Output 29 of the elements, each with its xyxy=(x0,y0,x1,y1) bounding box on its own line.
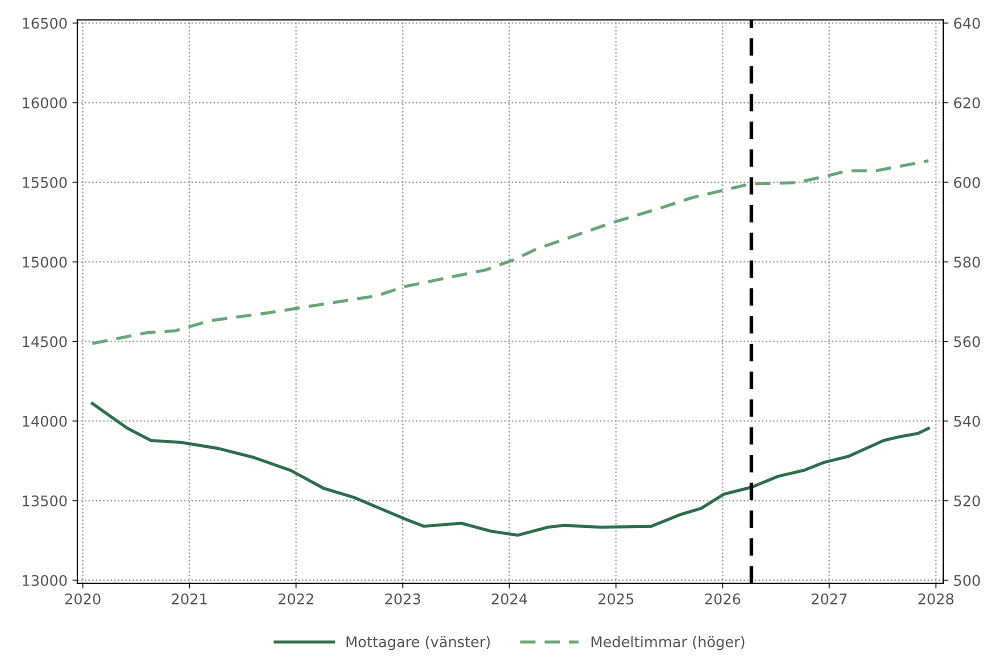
x-tick-label: 2026 xyxy=(705,593,740,604)
x-tick-label: 2021 xyxy=(172,593,207,604)
legend-label: Mottagare (vänster) xyxy=(346,636,490,650)
y2-tick-label: 540 xyxy=(954,416,980,427)
y2-tick-label: 520 xyxy=(954,495,980,506)
x-tick-label: 2028 xyxy=(918,593,954,604)
y2-tick-label: 620 xyxy=(954,97,980,108)
x-tick-label: 2020 xyxy=(65,593,100,604)
y-tick-label: 16000 xyxy=(22,97,67,108)
y-tick-label: 15000 xyxy=(22,256,67,268)
x-tick-label: 2027 xyxy=(812,593,847,604)
y-tick-label: 13000 xyxy=(22,574,67,586)
y2-tick-label: 500 xyxy=(954,574,980,586)
y2-tick-label: 600 xyxy=(954,176,980,188)
x-tick-label: 2022 xyxy=(278,593,314,604)
y-tick-label: 13500 xyxy=(22,495,67,506)
y2-tick-label: 580 xyxy=(954,256,980,268)
y-tick-label: 14000 xyxy=(22,416,67,427)
y2-tick-label: 560 xyxy=(954,336,980,348)
y2-tick-label: 640 xyxy=(954,18,980,29)
legend-label: Medeltimmar (höger) xyxy=(592,636,744,650)
y-tick-label: 15500 xyxy=(22,176,67,188)
x-tick-label: 2025 xyxy=(598,593,634,604)
line-series xyxy=(90,159,930,345)
y-tick-label: 16500 xyxy=(22,18,67,29)
x-tick-label: 2023 xyxy=(385,593,420,604)
x-tick-label: 2024 xyxy=(492,593,528,604)
y-tick-label: 14500 xyxy=(22,336,67,348)
line-series xyxy=(90,402,930,537)
